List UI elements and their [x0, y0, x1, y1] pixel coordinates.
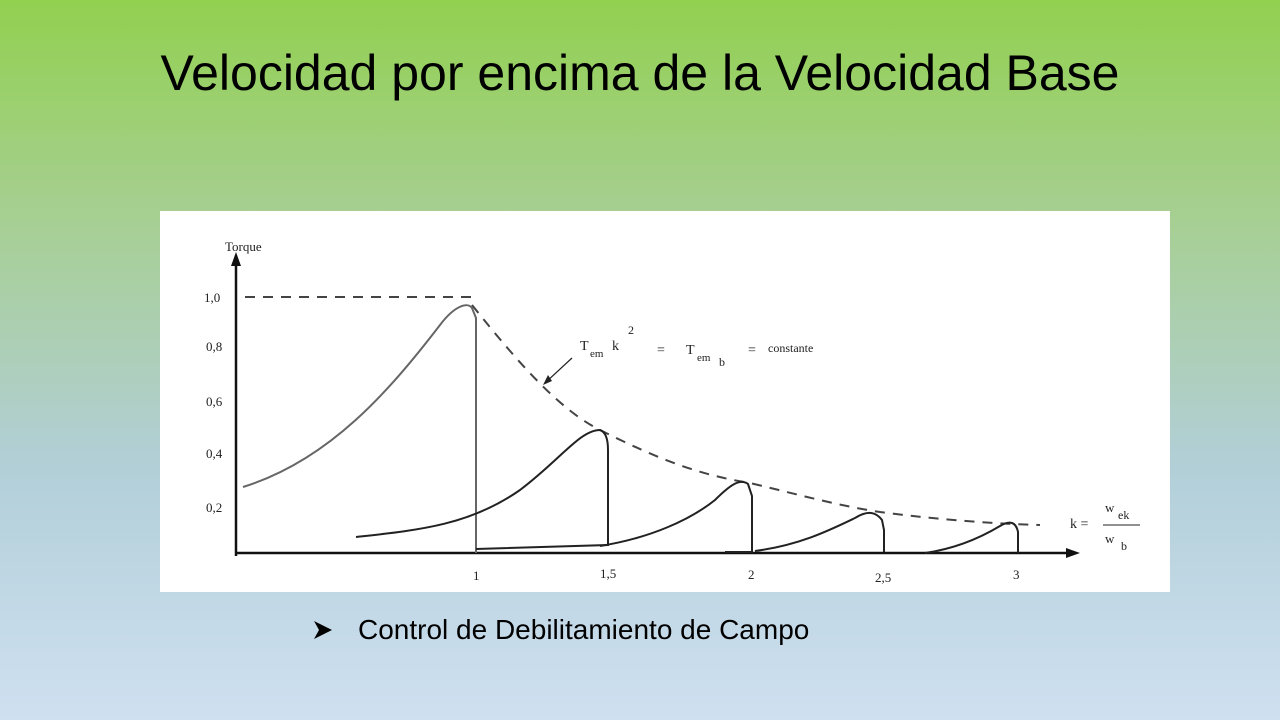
x-tick-label: 2,5 [875, 570, 891, 585]
annotation-text: b [719, 355, 725, 369]
k-label: b [1121, 539, 1127, 553]
slide-title: Velocidad por encima de la Velocidad Bas… [160, 45, 1120, 101]
x-tick-label: 2 [748, 567, 755, 582]
annotation-text: = [657, 343, 665, 358]
annotation-text: constante [768, 341, 813, 355]
y-tick-label: 0,8 [206, 339, 222, 354]
bullet-icon [312, 614, 358, 646]
annotation-text: 2 [628, 323, 634, 337]
torque-curve [924, 521, 1019, 554]
envelope-curve [245, 296, 1041, 526]
pointer-arrow [543, 375, 552, 385]
annotation-text: em [697, 352, 711, 364]
torque-curve [599, 480, 753, 553]
annotation-text: k [612, 339, 619, 354]
k-label: w [1105, 531, 1115, 546]
annotation-text: = [748, 343, 756, 358]
bullet-text: Control de Debilitamiento de Campo [358, 614, 810, 645]
y-tick-label: 0,4 [206, 446, 223, 461]
y-tick-label: 0,6 [206, 394, 223, 409]
torque-curve [355, 428, 609, 550]
y-axis-arrow [231, 252, 241, 266]
figure: Torque 1,0 0,8 0,6 0,4 0,2 1 1,5 2 2,5 3… [160, 211, 1170, 592]
k-label: ek [1118, 508, 1129, 522]
k-label: k = [1070, 517, 1089, 532]
x-axis-arrow [1066, 548, 1080, 558]
y-axis-label: Torque [225, 239, 262, 254]
k-label: w [1105, 500, 1115, 515]
annotation-text: em [590, 348, 604, 360]
torque-curve [242, 304, 477, 553]
bullet-arrow [314, 621, 332, 639]
torque-curve [754, 512, 885, 552]
y-tick-label: 1,0 [204, 290, 220, 305]
annotation-text: T [686, 343, 695, 358]
bullet-item: Control de Debilitamiento de Campo [312, 614, 809, 646]
x-tick-label: 3 [1013, 567, 1020, 582]
x-tick-label: 1,5 [600, 566, 616, 581]
x-tick-label: 1 [473, 568, 480, 583]
y-tick-label: 0,2 [206, 500, 222, 515]
annotation-text: T [580, 339, 589, 354]
